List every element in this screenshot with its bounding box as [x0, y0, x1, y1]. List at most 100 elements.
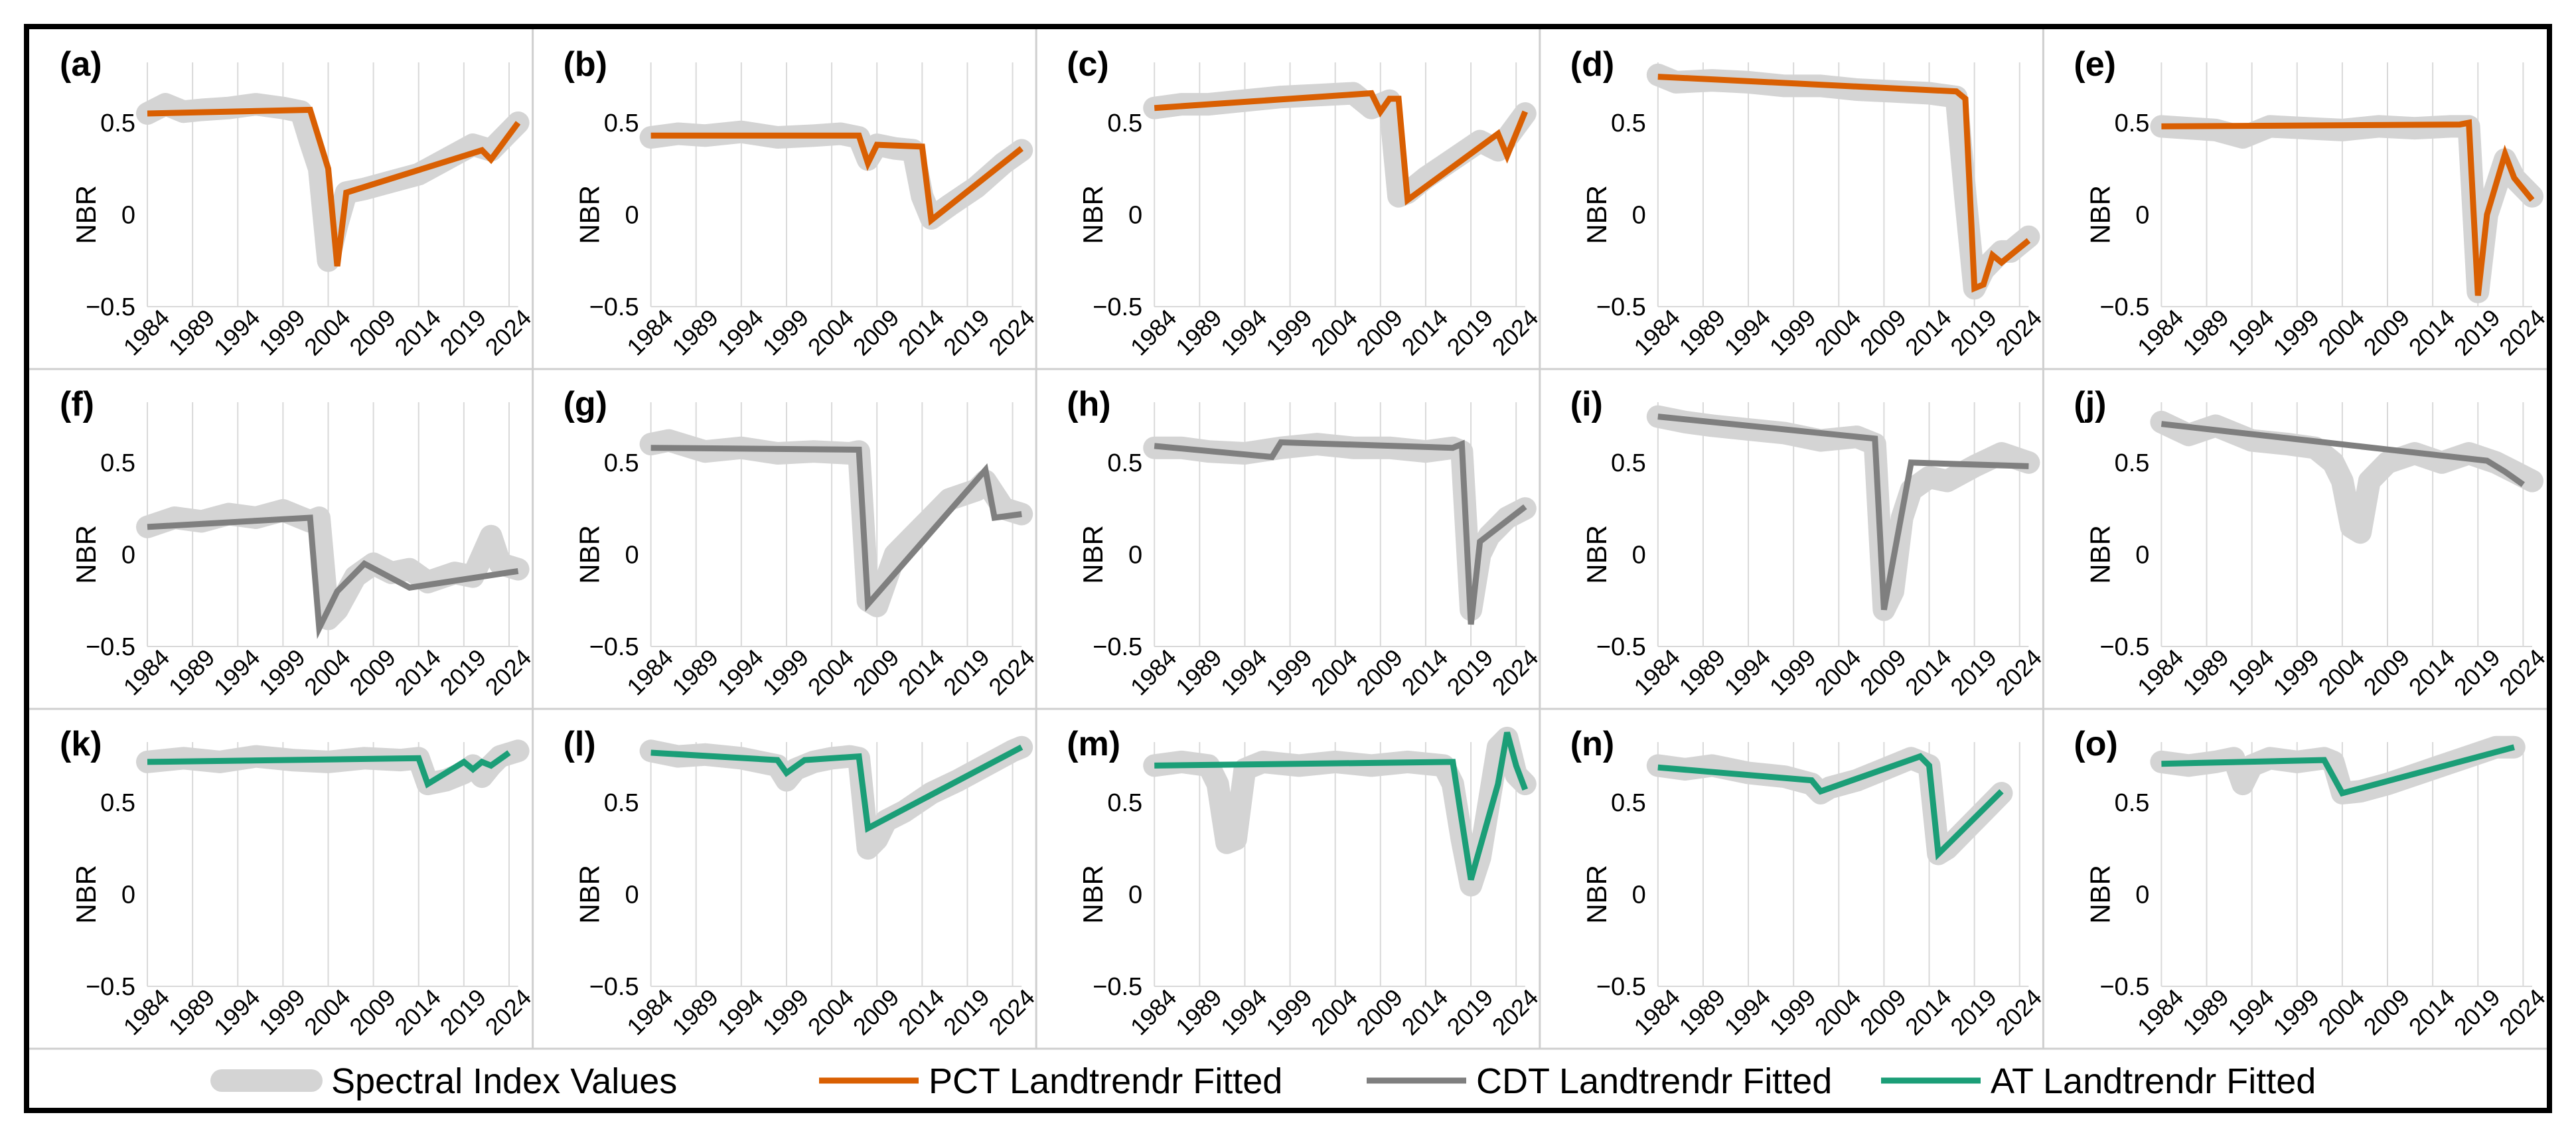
- y-axis-label: NBR: [2084, 865, 2115, 924]
- x-tick-label: 1994: [1215, 984, 1272, 1041]
- y-tick-label: −0.5: [1596, 633, 1646, 661]
- x-tick-label: 1989: [2177, 304, 2234, 361]
- x-tick-label: 2014: [1397, 984, 1454, 1041]
- panel-label: (l): [564, 725, 596, 763]
- x-tick-label: 2009: [848, 304, 905, 361]
- panel-h: 0.50−0.5NBR19841989199419992004200920142…: [1067, 385, 1543, 700]
- panel-d: 0.50−0.5NBR19841989199419992004200920142…: [1570, 45, 2047, 360]
- x-tick-label: 2009: [1855, 644, 1912, 701]
- x-tick-label: 2009: [1855, 304, 1912, 361]
- panel-n: 0.50−0.5NBR19841989199419992004200920142…: [1570, 725, 2047, 1040]
- x-tick-label: 2014: [2403, 644, 2461, 701]
- panel-f: 0.50−0.5NBR19841989199419992004200920142…: [60, 385, 536, 700]
- panel-j: 0.50−0.5NBR19841989199419992004200920142…: [2074, 385, 2547, 700]
- fitted-series: [1154, 90, 1528, 206]
- y-tick-label: 0: [121, 541, 135, 569]
- x-tick-label: 2004: [2313, 644, 2370, 701]
- y-axis-label: NBR: [1077, 865, 1108, 924]
- y-tick-label: 0.5: [2115, 449, 2150, 477]
- spectral-series: [1646, 405, 2040, 621]
- x-tick-label: 2019: [2449, 984, 2506, 1041]
- panel-label: (j): [2074, 385, 2106, 423]
- panel-e: 0.50−0.5NBR19841989199419992004200920142…: [2074, 45, 2547, 360]
- x-tick-label: 1989: [1674, 644, 1731, 701]
- x-tick-label: 2014: [389, 304, 446, 361]
- x-tick-label: 2009: [848, 984, 905, 1041]
- x-tick-label: 2024: [1990, 304, 2047, 361]
- panel-label: (o): [2074, 725, 2117, 763]
- y-tick-label: 0: [625, 541, 639, 569]
- panel-label: (f): [60, 385, 94, 423]
- x-tick-label: 1994: [712, 644, 769, 701]
- y-tick-label: 0: [1632, 881, 1646, 909]
- y-axis-label: NBR: [2084, 525, 2115, 584]
- x-tick-label: 2019: [938, 644, 995, 701]
- x-tick-label: 1989: [2177, 984, 2234, 1041]
- x-tick-label: 2014: [389, 984, 446, 1041]
- panel-label: (g): [564, 385, 607, 423]
- x-tick-label: 1994: [712, 984, 769, 1041]
- y-axis-label: NBR: [70, 185, 102, 244]
- panel-k: 0.50−0.5NBR19841989199419992004200920142…: [60, 725, 536, 1040]
- x-tick-label: 2014: [893, 984, 950, 1041]
- x-tick-label: 2014: [2403, 984, 2461, 1041]
- legend-item-PCT: PCT Landtrendr Fitted: [819, 1061, 1282, 1101]
- x-tick-label: 2014: [893, 644, 950, 701]
- x-tick-label: 2014: [1397, 304, 1454, 361]
- x-tick-label: 1999: [1764, 984, 1821, 1041]
- fitted-series: [1657, 414, 2029, 611]
- y-tick-label: 0: [2135, 541, 2149, 569]
- y-tick-label: 0.5: [1107, 789, 1142, 817]
- x-tick-label: 2019: [1442, 304, 1499, 361]
- x-tick-label: 2004: [802, 644, 860, 701]
- x-tick-label: 2009: [344, 304, 401, 361]
- x-tick-label: 1989: [163, 644, 220, 701]
- y-tick-label: 0.5: [2115, 110, 2150, 137]
- spectral-series: [1143, 82, 1537, 208]
- y-tick-label: 0: [1128, 881, 1142, 909]
- y-tick-label: −0.5: [2099, 293, 2149, 321]
- x-tick-label: 2019: [938, 304, 995, 361]
- y-tick-label: 0.5: [1611, 789, 1646, 817]
- y-tick-label: 0: [1632, 541, 1646, 569]
- x-tick-label: 2004: [1809, 984, 1866, 1041]
- spectral-series: [639, 120, 1033, 230]
- x-tick-label: 1999: [254, 984, 311, 1041]
- fitted-series: [147, 106, 521, 267]
- x-tick-label: 2024: [480, 644, 537, 701]
- x-tick-label: 2024: [983, 984, 1040, 1041]
- x-tick-label: 2014: [1900, 644, 1957, 701]
- legend-label: AT Landtrendr Fitted: [1991, 1061, 2316, 1101]
- y-axis-label: NBR: [1077, 185, 1108, 244]
- x-tick-label: 2024: [480, 984, 537, 1041]
- y-tick-label: 0.5: [604, 449, 639, 477]
- panel-g: 0.50−0.5NBR19841989199419992004200920142…: [564, 385, 1040, 700]
- y-axis-label: NBR: [574, 865, 605, 924]
- fitted-series: [1657, 74, 2031, 293]
- x-tick-label: 2024: [983, 304, 1040, 361]
- panel-i: 0.50−0.5NBR19841989199419992004200920142…: [1570, 385, 2047, 700]
- x-tick-label: 2004: [299, 644, 356, 701]
- fitted-series: [147, 750, 511, 789]
- y-tick-label: −0.5: [1596, 293, 1646, 321]
- x-tick-label: 2004: [802, 984, 860, 1041]
- y-tick-label: 0.5: [1107, 110, 1142, 137]
- x-tick-label: 2009: [848, 644, 905, 701]
- x-tick-label: 1989: [1170, 304, 1227, 361]
- fitted-series: [2161, 744, 2515, 797]
- x-tick-label: 1994: [1719, 304, 1776, 361]
- x-tick-label: 1994: [1719, 644, 1776, 701]
- panel-b: 0.50−0.5NBR19841989199419992004200920142…: [564, 45, 1040, 360]
- x-tick-label: 2019: [435, 644, 492, 701]
- x-tick-label: 2014: [2403, 304, 2461, 361]
- fitted-series: [1154, 731, 1529, 881]
- figure-frame: 0.5 0 −0.5 NBR 1984 1989 1994 1999 2004 2009 2014 2…: [24, 24, 2552, 1113]
- x-tick-label: 2024: [1487, 644, 1544, 701]
- x-tick-label: 1994: [2222, 644, 2279, 701]
- x-tick-label: 2019: [1442, 984, 1499, 1041]
- spectral-series: [136, 739, 530, 796]
- x-tick-label: 1994: [208, 984, 265, 1041]
- x-tick-label: 2024: [1990, 984, 2047, 1041]
- x-tick-label: 2004: [1306, 984, 1363, 1041]
- panel-m: 0.50−0.5NBR19841989199419992004200920142…: [1067, 725, 1543, 1040]
